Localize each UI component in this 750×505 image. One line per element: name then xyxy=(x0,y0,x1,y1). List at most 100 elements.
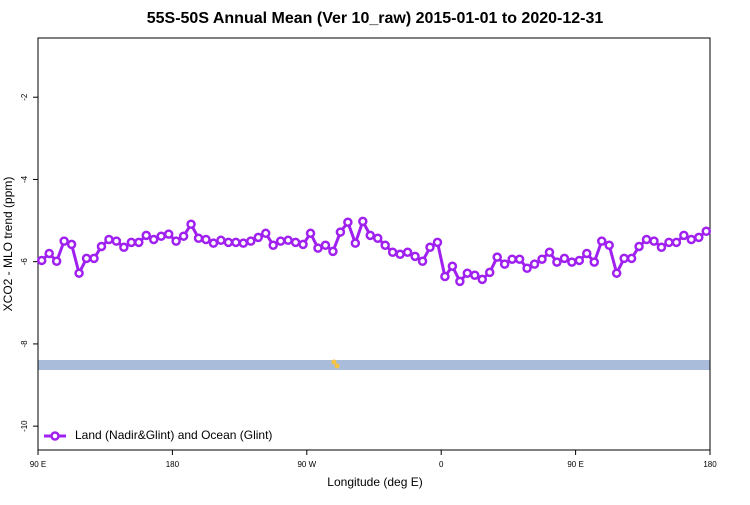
point xyxy=(679,230,689,241)
point xyxy=(59,236,69,246)
point xyxy=(664,237,674,248)
point xyxy=(208,238,219,248)
point xyxy=(417,256,428,267)
point xyxy=(686,234,697,245)
point xyxy=(260,228,271,239)
surface-dot xyxy=(334,363,340,369)
point xyxy=(134,237,144,248)
point xyxy=(514,254,525,264)
point xyxy=(104,234,114,245)
point xyxy=(552,257,562,267)
surface-dot xyxy=(331,359,337,365)
point xyxy=(656,242,667,253)
point xyxy=(141,230,152,241)
point xyxy=(74,268,84,278)
point xyxy=(671,237,682,248)
point xyxy=(148,234,159,245)
point xyxy=(537,254,547,264)
point xyxy=(335,227,346,237)
y-tick-label: -8 xyxy=(20,340,29,348)
y-tick-label: -10 xyxy=(20,420,29,432)
point xyxy=(440,271,450,282)
point xyxy=(626,253,637,264)
series-line xyxy=(40,217,708,285)
point xyxy=(507,254,517,264)
point xyxy=(470,270,480,280)
point xyxy=(649,236,659,246)
x-tick-label: 0 xyxy=(439,460,444,469)
point xyxy=(96,241,107,252)
point xyxy=(283,235,293,246)
point xyxy=(455,276,465,287)
legend-label: Land (Nadir&Glint) and Ocean (Glint) xyxy=(75,428,272,442)
point xyxy=(372,233,383,243)
point xyxy=(462,268,473,278)
point xyxy=(320,240,331,250)
point xyxy=(544,247,555,257)
point xyxy=(253,232,264,243)
legend-marker xyxy=(50,431,60,441)
point xyxy=(447,261,458,271)
point xyxy=(238,238,249,248)
y-tick-label: -6 xyxy=(20,258,29,266)
point xyxy=(567,257,577,267)
point xyxy=(119,242,129,253)
point xyxy=(268,240,278,250)
y-tick-label: -2 xyxy=(20,93,29,101)
point xyxy=(365,230,376,241)
point xyxy=(694,232,704,243)
surface-band xyxy=(38,360,710,370)
chart-title: 55S-50S Annual Mean (Ver 10_raw) 2015-01… xyxy=(147,10,604,27)
x-tick-label: 90 E xyxy=(567,460,583,469)
point xyxy=(328,246,338,257)
point xyxy=(492,252,502,262)
point xyxy=(582,248,592,259)
point xyxy=(559,253,570,264)
point xyxy=(193,233,204,243)
point xyxy=(163,229,174,239)
point xyxy=(89,253,99,264)
point xyxy=(432,237,443,248)
y-axis-label: XCO2 - MLO trend (ppm) xyxy=(1,177,15,312)
point xyxy=(66,239,77,250)
point xyxy=(634,241,644,252)
point xyxy=(529,259,540,269)
point xyxy=(298,239,308,250)
point xyxy=(499,259,510,269)
x-tick-label: 180 xyxy=(703,460,717,469)
point xyxy=(380,240,390,250)
x-axis-label: Longitude (deg E) xyxy=(327,475,422,489)
point xyxy=(156,231,166,241)
point xyxy=(313,243,323,253)
point xyxy=(410,251,420,262)
point xyxy=(350,238,361,248)
x-tick-label: 90 W xyxy=(297,460,316,469)
point xyxy=(216,235,226,246)
point xyxy=(596,236,607,246)
point xyxy=(201,234,211,245)
x-tick-label: 180 xyxy=(166,460,180,469)
point xyxy=(574,255,585,266)
point xyxy=(178,231,189,241)
point xyxy=(611,268,622,278)
point xyxy=(275,236,286,246)
point xyxy=(701,226,712,237)
point xyxy=(522,263,532,274)
point xyxy=(81,253,92,264)
point xyxy=(223,237,234,248)
point xyxy=(484,267,495,278)
point xyxy=(44,248,54,259)
point xyxy=(36,255,47,266)
x-tick-label: 90 E xyxy=(30,460,46,469)
point xyxy=(604,240,614,250)
point xyxy=(290,237,301,248)
point xyxy=(425,242,435,253)
point xyxy=(186,219,196,230)
point xyxy=(111,236,122,246)
point xyxy=(641,234,652,245)
point xyxy=(231,237,241,248)
point xyxy=(619,253,629,264)
point xyxy=(126,237,137,248)
point xyxy=(589,257,600,267)
